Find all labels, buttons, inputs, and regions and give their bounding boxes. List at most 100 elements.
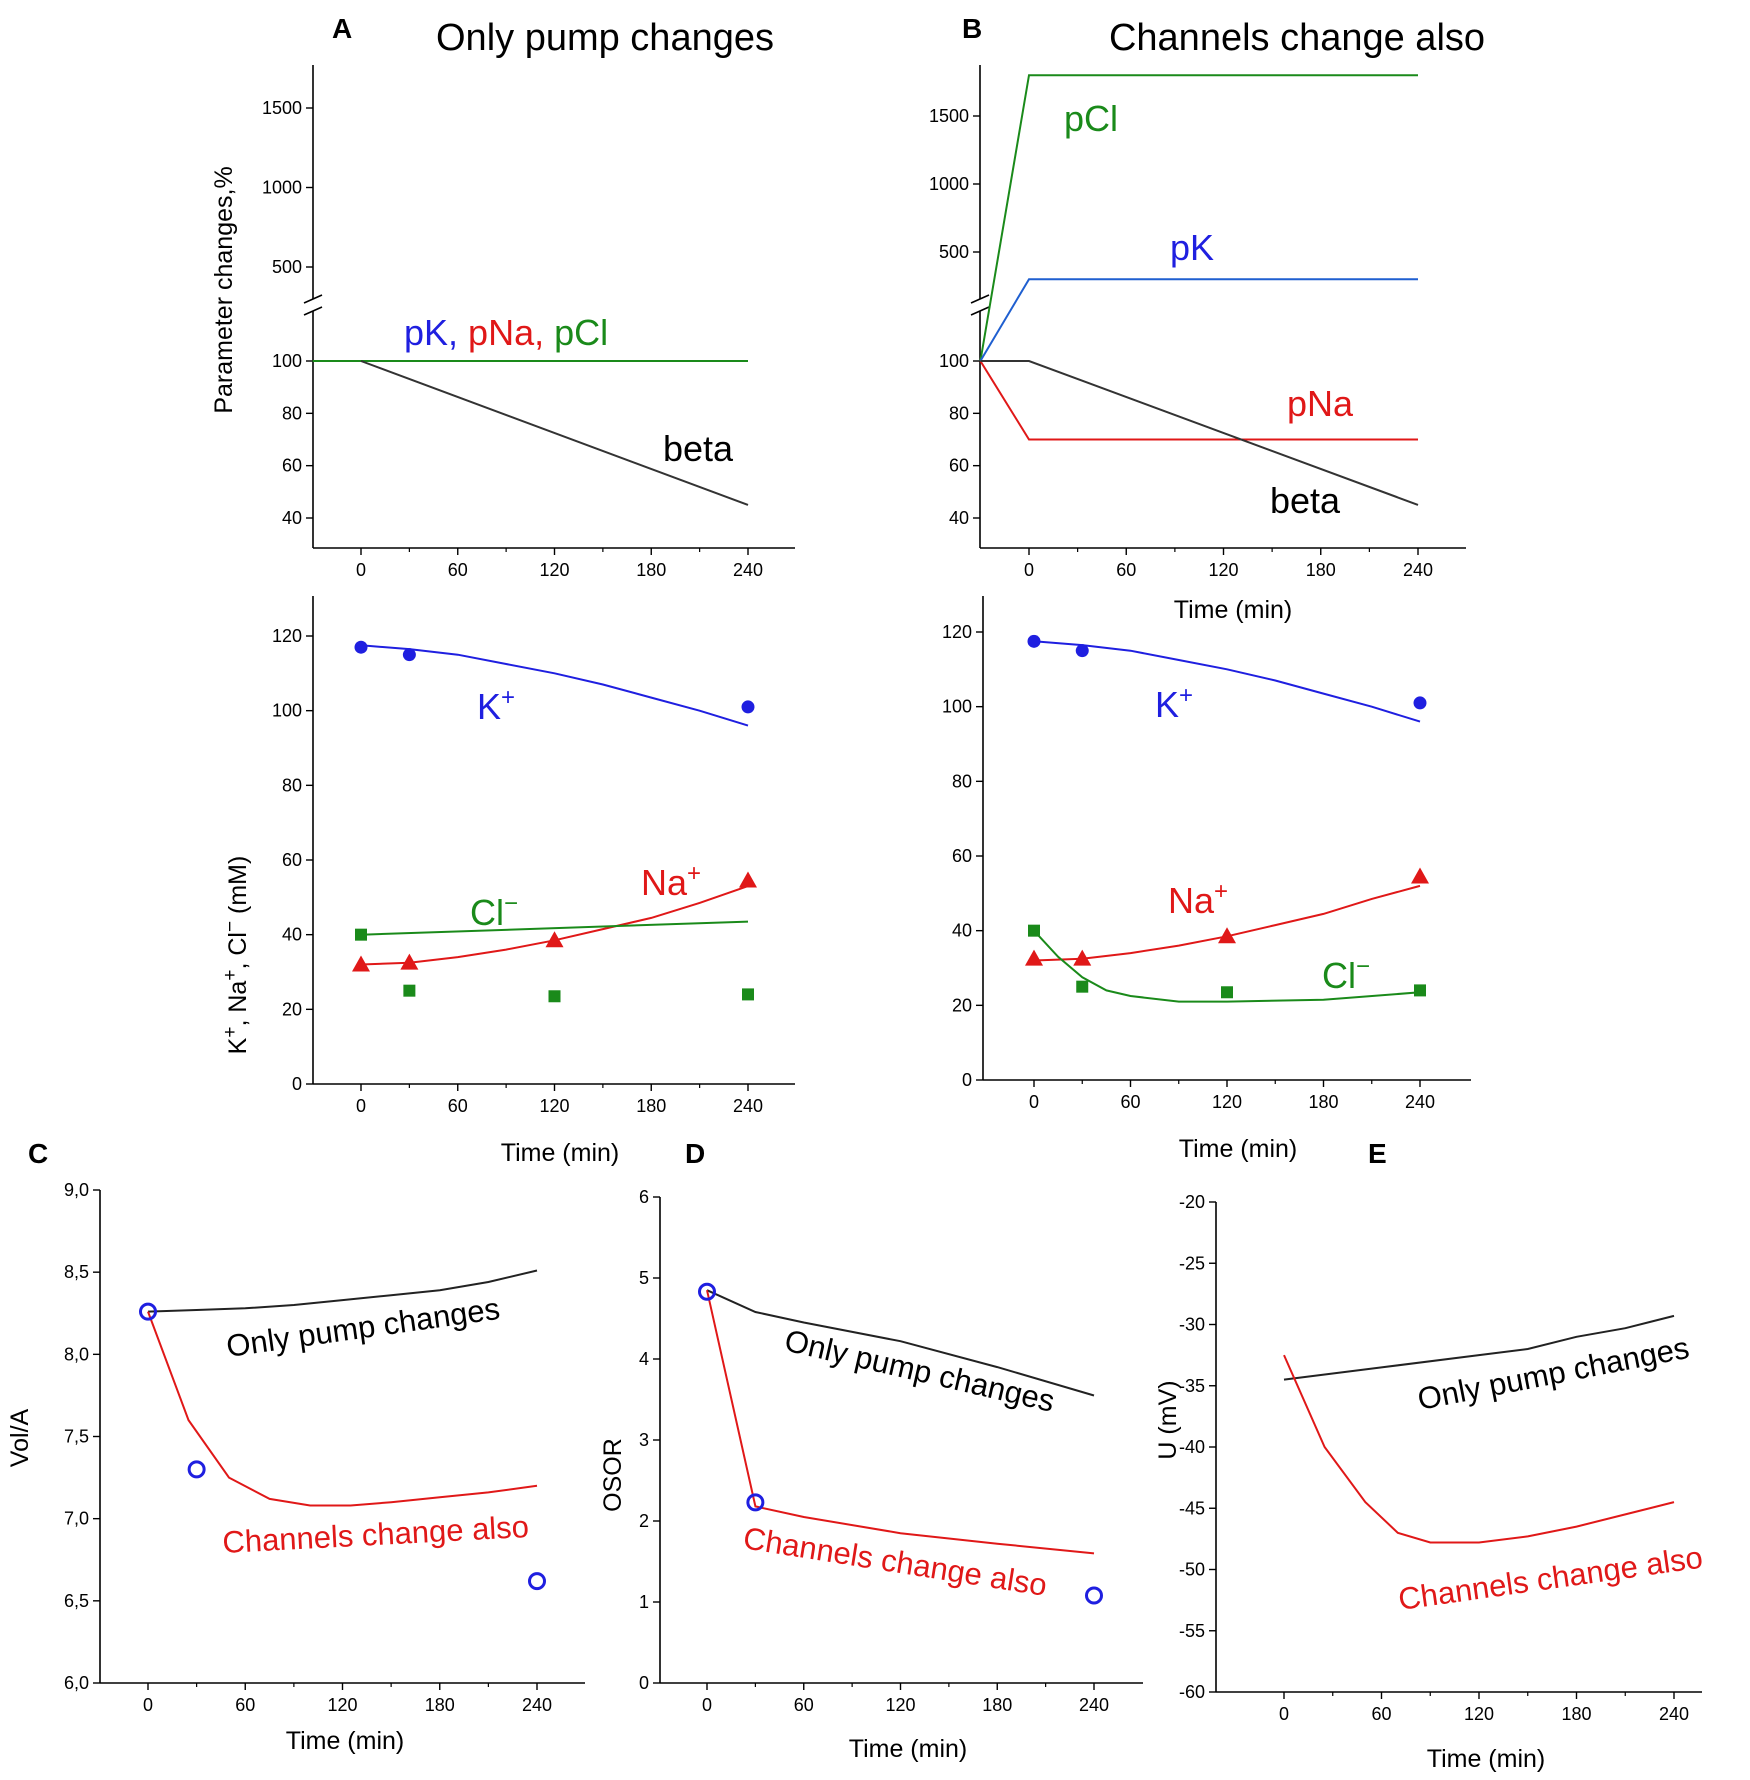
data-point-b-bottom <box>1221 986 1233 999</box>
x-tick-label-b-bottom: 60 <box>1120 1092 1140 1112</box>
data-point-b-bottom <box>1218 927 1236 944</box>
data-point-a-bottom <box>545 931 564 948</box>
y-tick-label-c: 6,5 <box>64 1591 89 1611</box>
y-tick-label-d: 6 <box>639 1187 649 1207</box>
y-tick-label-b-top: 40 <box>949 508 969 528</box>
y-tick-label-c: 7,5 <box>64 1427 89 1447</box>
annotation-a-cl: Cl− <box>470 890 518 933</box>
x-tick-label-c: 180 <box>425 1695 455 1715</box>
data-point-a-bottom <box>402 648 416 662</box>
series-line-b-bottom-cl- <box>1033 930 1421 1003</box>
y-tick-label-e: -20 <box>1179 1192 1205 1212</box>
panel-label-c: C <box>28 1138 48 1169</box>
data-point-b-bottom <box>1025 949 1043 966</box>
y-tick-label-e: -40 <box>1179 1437 1205 1457</box>
annotation-b-k: K+ <box>1155 682 1193 725</box>
data-point-b-bottom <box>1028 924 1040 937</box>
plot-a-bottom: 0 20 40 60 80 100 120 0 60 120 180 240 <box>272 596 795 1116</box>
x-tick-label-b-top: 180 <box>1306 560 1336 580</box>
x-tick-label-a-top: 60 <box>448 560 468 580</box>
data-point-b-bottom <box>1413 696 1427 710</box>
x-tick-label-b-bottom: 120 <box>1212 1092 1242 1112</box>
data-point-a-bottom <box>400 953 419 970</box>
annotation-b-cl: Cl− <box>1322 953 1370 996</box>
data-point-b-bottom <box>1075 644 1089 658</box>
series-line-a-bottom-na- <box>360 885 749 966</box>
x-tick-label-b-top: 120 <box>1208 560 1238 580</box>
annotation-d-pump: Only pump changes <box>781 1323 1058 1419</box>
y-tick-label-d: 1 <box>639 1592 649 1612</box>
data-point-b-bottom <box>1411 867 1429 884</box>
y-tick-label-a-bottom: 60 <box>282 850 302 870</box>
ylabel-a-bottom: K+, Na+, Cl− (mM) <box>220 856 252 1055</box>
series-line-e-only-pump-changes <box>1283 1314 1675 1381</box>
data-point-a-bottom <box>742 988 754 1001</box>
y-tick-label-b-top: 1000 <box>929 174 969 194</box>
series-line-d-channels-change-also <box>706 1289 1095 1555</box>
data-point-a-bottom <box>354 640 368 654</box>
y-tick-label-e: -45 <box>1179 1498 1205 1518</box>
data-point-b-bottom <box>1414 984 1426 997</box>
y-tick-label-a-bottom: 80 <box>282 775 302 795</box>
series-line-e-channels-change-also <box>1283 1354 1675 1544</box>
x-tick-label-d: 180 <box>982 1695 1012 1715</box>
data-point-b-bottom <box>1027 634 1041 648</box>
xlabel-d: Time (min) <box>849 1735 968 1763</box>
x-tick-label-e: 60 <box>1371 1704 1391 1724</box>
y-tick-label-b-bottom: 40 <box>952 921 972 941</box>
series-line-b-top-pcl <box>979 74 1418 362</box>
series-line-b-top-pna <box>979 360 1418 441</box>
annotation-c-channels: Channels change also <box>222 1509 530 1560</box>
y-tick-label-a-top: 80 <box>282 403 302 423</box>
y-tick-label-a-top: 100 <box>272 351 302 371</box>
y-tick-label-a-top: 1000 <box>262 178 302 198</box>
x-tick-label-e: 240 <box>1659 1704 1689 1724</box>
x-tick-label-e: 180 <box>1561 1704 1591 1724</box>
y-tick-label-d: 2 <box>639 1511 649 1531</box>
x-tick-label-b-bottom: 0 <box>1029 1092 1039 1112</box>
x-tick-label-c: 120 <box>327 1695 357 1715</box>
y-tick-label-b-bottom: 100 <box>942 697 972 717</box>
annotation-e-channels: Channels change also <box>1396 1540 1705 1617</box>
y-tick-label-a-bottom: 100 <box>272 701 302 721</box>
x-tick-label-a-bottom: 240 <box>733 1096 763 1116</box>
series-line-b-top-beta <box>980 360 1419 506</box>
annotation-b-pk: pK <box>1170 227 1214 268</box>
x-tick-label-a-bottom: 120 <box>539 1096 569 1116</box>
annotation-b-pcl: pCl <box>1064 98 1118 139</box>
xlabel-b-top: Time (min) <box>1174 596 1293 624</box>
panel-label-d: D <box>685 1138 705 1169</box>
plot-c: 6,0 6,5 7,0 7,5 8,0 8,5 9,0 0 60 120 180 240 <box>64 1180 585 1715</box>
y-tick-label-e: -60 <box>1179 1682 1205 1702</box>
y-tick-label-c: 7,0 <box>64 1509 89 1529</box>
data-point-a-bottom <box>355 928 367 941</box>
x-tick-label-a-top: 0 <box>356 560 366 580</box>
y-tick-label-a-bottom: 120 <box>272 626 302 646</box>
annotation-a-na: Na+ <box>641 860 701 903</box>
y-tick-label-b-bottom: 120 <box>942 622 972 642</box>
plot-b-bottom: 0 20 40 60 80 100 120 0 60 120 180 240 <box>942 596 1471 1112</box>
y-tick-label-b-top: 500 <box>939 242 969 262</box>
x-tick-label-a-top: 240 <box>733 560 763 580</box>
data-point-a-bottom <box>548 990 561 1003</box>
y-tick-label-e: -30 <box>1179 1315 1205 1335</box>
y-tick-label-a-bottom: 20 <box>282 999 302 1019</box>
x-tick-label-b-top: 0 <box>1024 560 1034 580</box>
y-tick-label-c: 8,0 <box>64 1344 89 1364</box>
panel-label-b: B <box>962 13 982 44</box>
data-point-b-bottom <box>1073 949 1092 966</box>
x-tick-label-b-top: 60 <box>1116 560 1136 580</box>
y-tick-label-a-bottom: 40 <box>282 925 302 945</box>
series-line-a-bottom-cl- <box>360 920 749 936</box>
series-line-c-only-pump-changes <box>147 1269 538 1313</box>
x-tick-label-a-top: 120 <box>539 560 569 580</box>
y-tick-label-d: 4 <box>639 1349 649 1369</box>
data-point-a-bottom <box>741 700 755 714</box>
data-point-d <box>746 1493 765 1512</box>
y-tick-label-a-top: 60 <box>282 456 302 476</box>
y-tick-label-d: 0 <box>639 1673 649 1693</box>
plot-a-top: 40 60 80 100 500 1000 1500 0 60 120 180 240 <box>262 65 795 580</box>
y-tick-label-e: -25 <box>1179 1253 1205 1273</box>
